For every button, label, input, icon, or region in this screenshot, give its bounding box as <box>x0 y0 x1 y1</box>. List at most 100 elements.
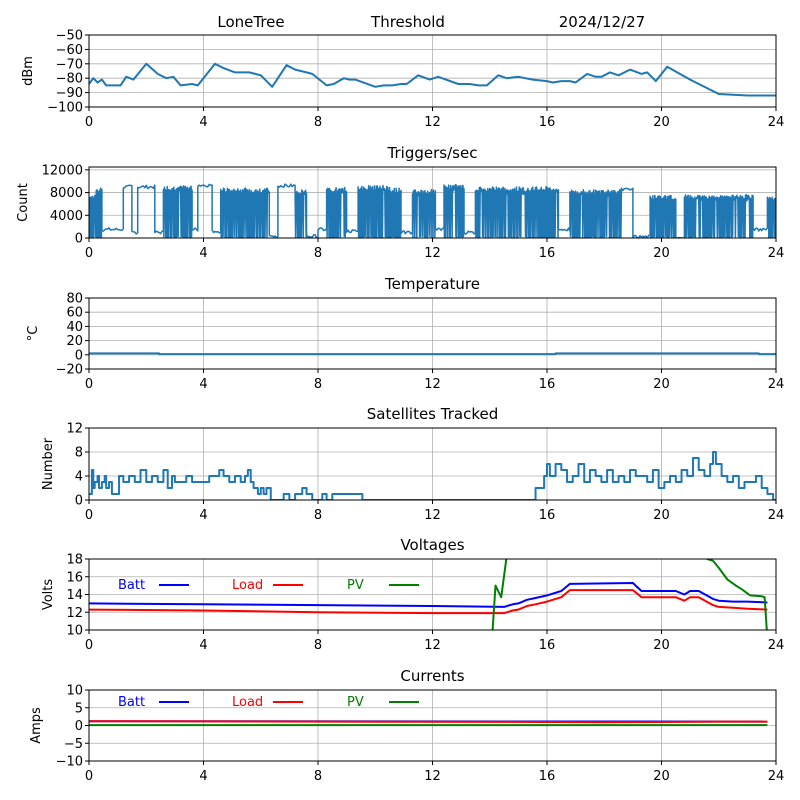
panel-title: Triggers/sec <box>387 144 478 162</box>
y-tick-label: 40 <box>66 320 83 335</box>
legend-label-batt: Batt <box>118 578 145 593</box>
y-tick-label: 14 <box>66 588 83 603</box>
series-group <box>89 559 768 630</box>
x-tick-label: 20 <box>653 508 670 523</box>
x-tick-label: 12 <box>424 769 441 784</box>
x-tick-label: 24 <box>768 638 785 653</box>
y-tick-label: 0 <box>75 719 83 734</box>
x-tick-label: 16 <box>539 115 556 130</box>
x-tick-label: 12 <box>424 508 441 523</box>
x-tick-label: 24 <box>768 246 785 261</box>
y-tick-label: −70 <box>56 57 83 72</box>
y-tick-label: 0 <box>75 348 83 363</box>
x-tick-label: 8 <box>314 638 322 653</box>
y-axis-label: Number <box>41 437 56 490</box>
y-axis-label: dBm <box>21 56 36 86</box>
legend-label-batt: Batt <box>118 695 145 710</box>
panel-title: Satellites Tracked <box>367 405 498 423</box>
y-tick-label: 0 <box>75 232 83 247</box>
x-tick-label: 4 <box>199 246 207 261</box>
y-tick-label: 18 <box>66 553 83 568</box>
x-tick-label: 24 <box>768 769 785 784</box>
y-tick-label: 16 <box>66 570 83 585</box>
x-tick-label: 16 <box>539 508 556 523</box>
header-mode: Threshold <box>370 13 445 31</box>
series-group <box>89 62 776 97</box>
y-tick-label: −10 <box>56 755 83 770</box>
y-tick-label: −100 <box>47 101 83 116</box>
y-tick-label: 10 <box>66 624 83 639</box>
series-group <box>89 352 776 356</box>
y-tick-label: 80 <box>66 292 83 307</box>
y-tick-label: 12000 <box>42 163 83 178</box>
panel-voltages: 0 4 8 12 16 20 24 10 12 14 16 18 Voltages Volts Batt Lo… <box>41 536 784 653</box>
x-tick-label: 4 <box>199 115 207 130</box>
panel-title: Voltages <box>400 536 464 554</box>
y-axis-label: °C <box>26 326 41 342</box>
x-tick-label: 8 <box>314 508 322 523</box>
legend-label-load: Load <box>232 695 263 710</box>
series-line-temperature <box>89 352 776 356</box>
panel-currents: 0 4 8 12 16 20 24 −10 −5 0 5 10 Currents Amps Batt Load… <box>29 667 784 784</box>
y-tick-label: 8000 <box>50 186 83 201</box>
y-axis-label: Volts <box>41 579 56 611</box>
panel-title: Temperature <box>384 275 480 293</box>
legend-label-pv: PV <box>347 578 364 593</box>
y-tick-label: 12 <box>66 422 83 437</box>
series-line-signal <box>89 62 776 97</box>
x-tick-label: 4 <box>199 638 207 653</box>
x-tick-label: 12 <box>424 638 441 653</box>
x-tick-label: 24 <box>768 377 785 392</box>
y-tick-label: −60 <box>56 43 83 58</box>
x-tick-label: 20 <box>653 377 670 392</box>
series-group <box>89 183 776 238</box>
header-station: LoneTree <box>217 13 284 31</box>
x-tick-label: 20 <box>653 769 670 784</box>
x-tick-label: 0 <box>85 115 93 130</box>
y-tick-label: 0 <box>75 494 83 509</box>
x-tick-label: 8 <box>314 115 322 130</box>
x-tick-label: 8 <box>314 246 322 261</box>
y-tick-label: 4000 <box>50 209 83 224</box>
x-tick-label: 0 <box>85 638 93 653</box>
y-tick-label: −50 <box>56 29 83 44</box>
x-tick-label: 16 <box>539 769 556 784</box>
panel-triggers: 0 4 8 12 16 20 24 0 4000 8000 12000 Triggers/sec Cou… <box>16 144 784 261</box>
x-tick-label: 12 <box>424 246 441 261</box>
x-tick-label: 16 <box>539 638 556 653</box>
y-tick-label: 4 <box>75 470 83 485</box>
series-line-load <box>89 589 768 615</box>
x-tick-label: 0 <box>85 508 93 523</box>
series-line-load <box>89 720 768 724</box>
x-tick-label: 0 <box>85 246 93 261</box>
x-tick-label: 24 <box>768 115 785 130</box>
y-tick-label: 8 <box>75 446 83 461</box>
series-group <box>89 451 776 500</box>
header-date: 2024/12/27 <box>559 13 645 31</box>
x-tick-label: 12 <box>424 115 441 130</box>
x-tick-label: 8 <box>314 377 322 392</box>
x-tick-label: 4 <box>199 377 207 392</box>
legend-label-pv: PV <box>347 695 364 710</box>
y-tick-label: 10 <box>66 684 83 699</box>
x-tick-label: 0 <box>85 377 93 392</box>
y-tick-label: 20 <box>66 334 83 349</box>
panel-title: Currents <box>400 667 464 685</box>
y-tick-label: 12 <box>66 606 83 621</box>
x-tick-label: 12 <box>424 377 441 392</box>
y-axis-label: Amps <box>29 707 44 744</box>
y-tick-label: −80 <box>56 72 83 87</box>
series-line-batt <box>89 582 768 608</box>
y-tick-label: 5 <box>75 701 83 716</box>
legend-label-load: Load <box>232 578 263 593</box>
series-line-pv <box>491 559 768 630</box>
y-tick-label: −90 <box>56 86 83 101</box>
series-line-satellites <box>89 451 776 500</box>
y-tick-label: −5 <box>64 737 83 752</box>
x-tick-label: 4 <box>199 769 207 784</box>
x-tick-label: 20 <box>653 638 670 653</box>
x-tick-label: 0 <box>85 769 93 784</box>
